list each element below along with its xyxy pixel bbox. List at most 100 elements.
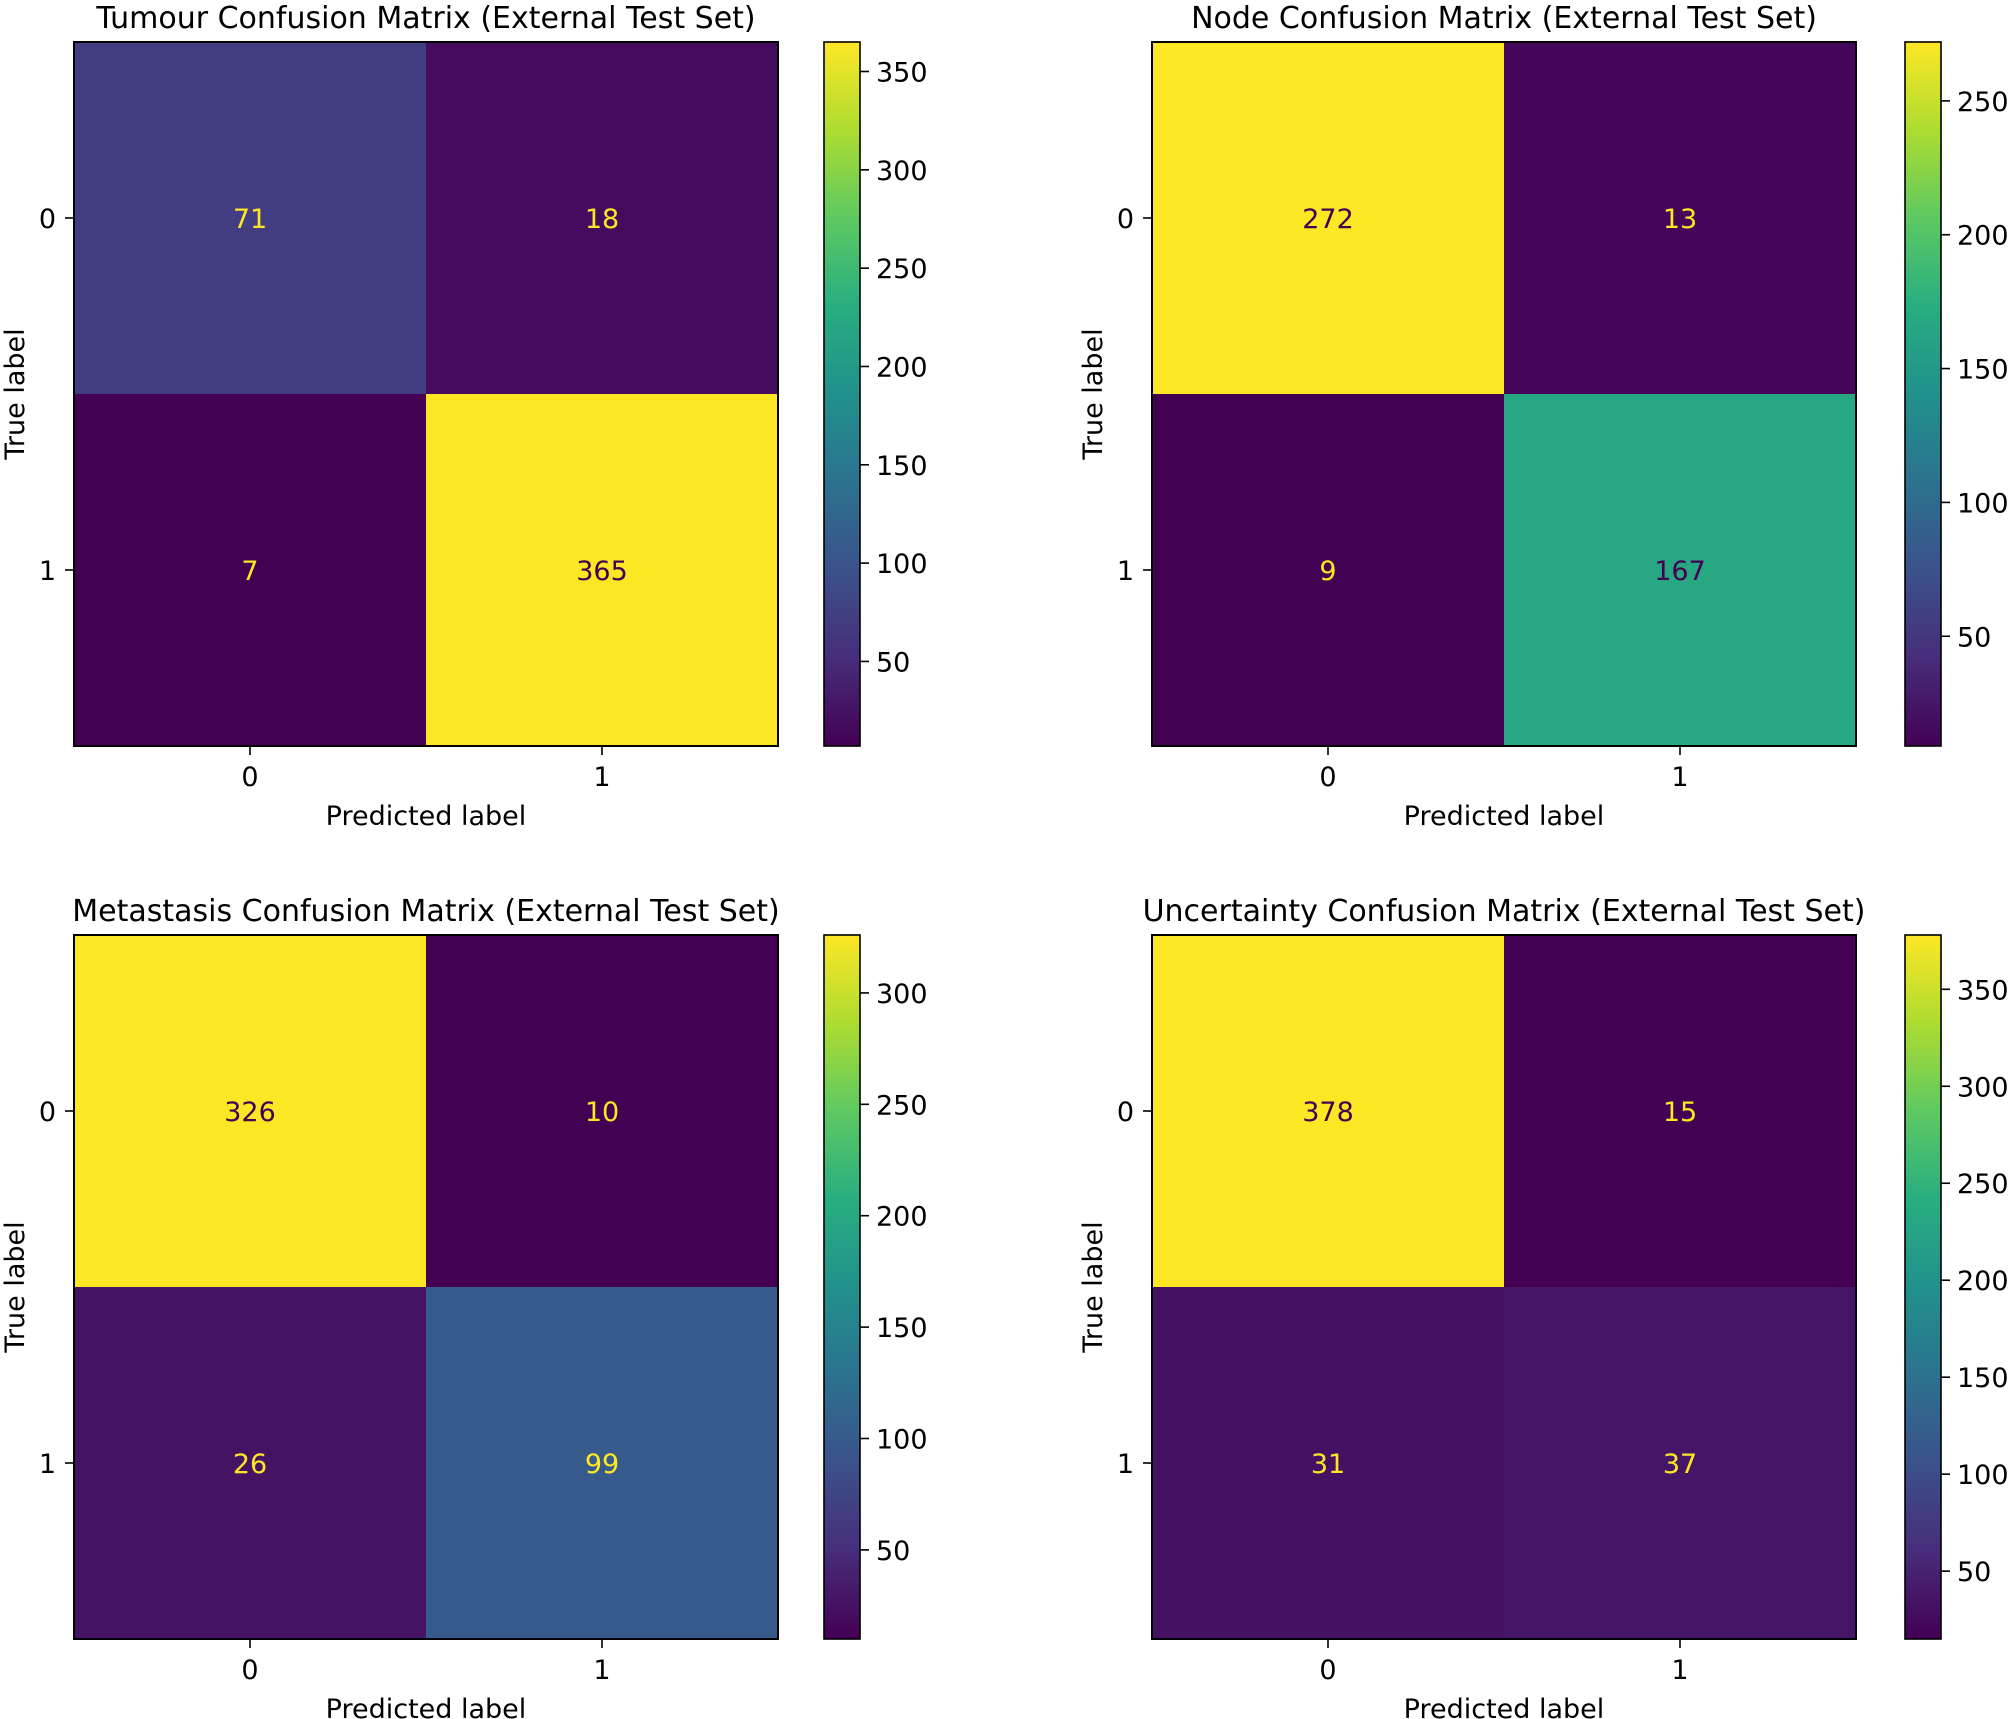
cell-value-label: 26	[233, 1449, 267, 1480]
y-tick-label: 1	[39, 556, 56, 587]
y-tick-label: 0	[1117, 204, 1134, 235]
y-axis-label: True label	[1078, 1221, 1109, 1353]
colorbar-tick-label: 50	[876, 1536, 910, 1567]
x-tick-label: 0	[1319, 1655, 1336, 1686]
confusion-matrix-panel: 272 13 9 167 0 1 0 1 Predicted label True label No…	[1078, 1, 2008, 832]
colorbar-frame	[1904, 41, 1942, 747]
colorbar-tick-label: 50	[876, 647, 910, 678]
y-axis-label: True label	[0, 328, 31, 460]
y-axis-label: True label	[0, 1221, 31, 1353]
colorbar-tick-label: 50	[1957, 622, 1991, 653]
cell-value-label: 365	[576, 556, 628, 587]
colorbar-tick-label: 200	[1957, 1266, 2008, 1297]
colorbar	[1905, 935, 1941, 1639]
colorbar-tick-label: 300	[1957, 1072, 2008, 1103]
cell-value-label: 15	[1663, 1097, 1697, 1128]
y-tick-label: 0	[39, 1097, 56, 1128]
matrix-cell	[1504, 394, 1856, 746]
colorbar-tick-label: 350	[1957, 975, 2008, 1006]
colorbar-tick-label: 300	[876, 979, 928, 1010]
cell-value-label: 9	[1319, 556, 1336, 587]
confusion-matrix-panel: 71 18 7 365 0 1 0 1 Predicted label True label Tum…	[0, 1, 928, 832]
cell-value-label: 37	[1663, 1449, 1697, 1480]
cell-value-label: 99	[585, 1449, 619, 1480]
axes-frame	[1151, 934, 1857, 1640]
colorbar-tick-label: 200	[876, 352, 928, 383]
colorbar-tick-label: 200	[1957, 221, 2008, 252]
cell-value-label: 326	[224, 1097, 276, 1128]
matrix-cell	[74, 394, 426, 746]
colorbar	[1905, 42, 1941, 746]
colorbar-tick-label: 150	[876, 451, 928, 482]
colorbar-tick-label: 250	[876, 254, 928, 285]
x-tick-label: 1	[1671, 762, 1688, 793]
cell-value-label: 167	[1654, 556, 1706, 587]
axes-frame	[73, 41, 779, 747]
matrix-cell	[426, 935, 778, 1287]
matrix-cell	[426, 1287, 778, 1639]
x-axis-label: Predicted label	[1404, 1694, 1605, 1719]
chart-title: Node Confusion Matrix (External Test Set…	[1191, 1, 1817, 36]
colorbar-tick-label: 150	[1957, 355, 2008, 386]
cell-value-label: 10	[585, 1097, 619, 1128]
colorbar-tick-label: 100	[876, 549, 928, 580]
matrix-cell	[1152, 935, 1504, 1287]
colorbar-tick-label: 200	[876, 1202, 928, 1233]
matrix-cell	[1152, 394, 1504, 746]
cell-value-label: 18	[585, 204, 619, 235]
colorbar-tick-label: 150	[1957, 1363, 2008, 1394]
colorbar-tick-label: 50	[1957, 1557, 1991, 1588]
colorbar-tick-label: 100	[876, 1424, 928, 1455]
chart-title: Tumour Confusion Matrix (External Test S…	[95, 1, 755, 36]
matrix-cell	[74, 1287, 426, 1639]
x-tick-label: 0	[1319, 762, 1336, 793]
x-tick-label: 1	[593, 1655, 610, 1686]
colorbar	[824, 935, 860, 1639]
cell-value-label: 31	[1311, 1449, 1345, 1480]
y-tick-label: 1	[39, 1449, 56, 1480]
x-axis-label: Predicted label	[326, 1694, 527, 1719]
y-tick-label: 0	[1117, 1097, 1134, 1128]
chart-title: Metastasis Confusion Matrix (External Te…	[72, 894, 779, 929]
x-tick-label: 0	[241, 762, 258, 793]
colorbar-tick-label: 250	[876, 1090, 928, 1121]
matrix-cell	[1152, 42, 1504, 394]
x-tick-label: 1	[593, 762, 610, 793]
colorbar-tick-label: 150	[876, 1313, 928, 1344]
x-tick-label: 0	[241, 1655, 258, 1686]
colorbar-tick-label: 300	[876, 156, 928, 187]
cell-value-label: 7	[241, 556, 258, 587]
colorbar-tick-label: 350	[876, 57, 928, 88]
colorbar-frame	[823, 934, 861, 1640]
colorbar-tick-label: 250	[1957, 87, 2008, 118]
colorbar-tick-label: 250	[1957, 1169, 2008, 1200]
y-tick-label: 1	[1117, 1449, 1134, 1480]
colorbar-frame	[1904, 934, 1942, 1640]
cell-value-label: 13	[1663, 204, 1697, 235]
matrix-cell	[1152, 1287, 1504, 1639]
y-axis-label: True label	[1078, 328, 1109, 460]
matrix-cell	[74, 935, 426, 1287]
x-axis-label: Predicted label	[1404, 801, 1605, 832]
matrix-cell	[1504, 935, 1856, 1287]
colorbar-tick-label: 100	[1957, 488, 2008, 519]
y-tick-label: 0	[39, 204, 56, 235]
cell-value-label: 71	[233, 204, 267, 235]
axes-frame	[1151, 41, 1857, 747]
colorbar-frame	[823, 41, 861, 747]
matrix-cell	[426, 42, 778, 394]
confusion-matrix-panel: 378 15 31 37 0 1 0 1 Predicted label True label Un…	[1078, 894, 2008, 1719]
matrix-cell	[426, 394, 778, 746]
y-tick-label: 1	[1117, 556, 1134, 587]
cell-value-label: 378	[1302, 1097, 1354, 1128]
chart-title: Uncertainty Confusion Matrix (External T…	[1143, 894, 1866, 929]
matrix-cell	[1504, 1287, 1856, 1639]
axes-frame	[73, 934, 779, 1640]
matrix-cell	[74, 42, 426, 394]
cell-value-label: 272	[1302, 204, 1354, 235]
colorbar-tick-label: 100	[1957, 1460, 2008, 1491]
colorbar	[824, 42, 860, 746]
matrix-cell	[1504, 42, 1856, 394]
